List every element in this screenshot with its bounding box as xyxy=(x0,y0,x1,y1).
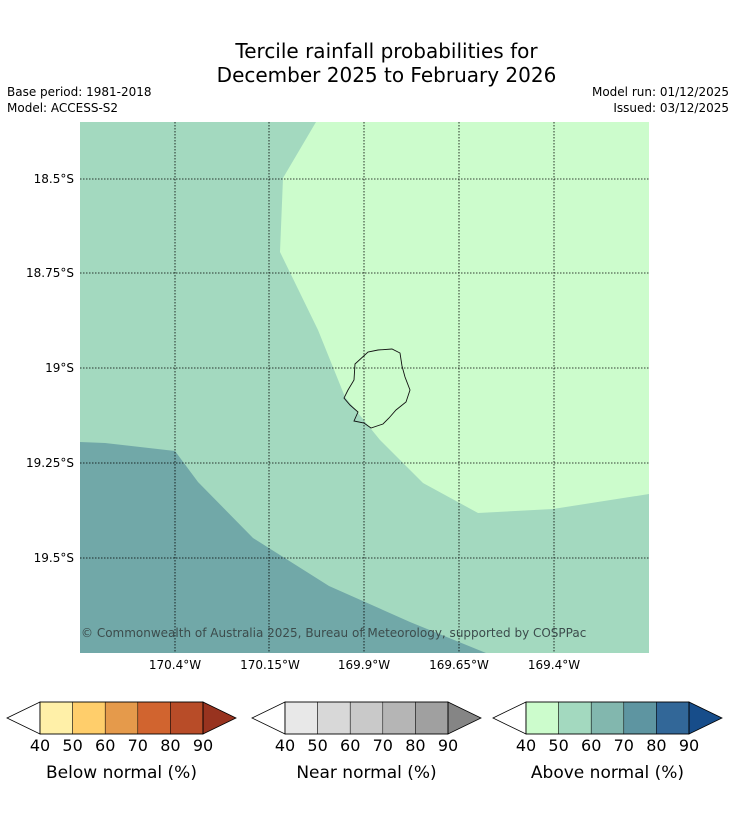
colorbar-segment xyxy=(558,701,592,735)
colorbar-outline xyxy=(39,701,204,735)
colorbar-min-extension xyxy=(251,701,286,735)
colorbar-segment xyxy=(656,701,690,735)
copyright-notice: © Commonwealth of Australia 2025, Bureau… xyxy=(81,626,586,640)
colorbar-min-extension xyxy=(6,701,41,735)
region-above-60 xyxy=(80,442,486,653)
colorbar-tick-label: 40 xyxy=(30,736,50,755)
latitude-labels: 18.5°S 18.75°S 19°S 19.25°S 19.5°S xyxy=(26,172,74,565)
colorbar-tick-label: 90 xyxy=(193,736,213,755)
colorbar-tick-label: 90 xyxy=(679,736,699,755)
colorbar-tick-label: 70 xyxy=(373,736,393,755)
colorbar-segment xyxy=(349,701,384,735)
lon-label: 169.9°W xyxy=(338,658,390,672)
colorbar-title: Above normal (%) xyxy=(531,763,684,783)
colorbar-tick-label: 90 xyxy=(438,736,458,755)
lat-label: 18.5°S xyxy=(34,172,74,186)
colorbar-outline xyxy=(284,701,449,735)
colorbar-1: 40 50 60 70 80 90 Below normal (%) xyxy=(6,701,237,783)
colorbar-tick-label: 40 xyxy=(516,736,536,755)
colorbar-segment xyxy=(284,701,318,735)
region-above-40 xyxy=(280,122,649,513)
longitude-labels: 170.4°W 170.15°W 169.9°W 169.65°W 169.4°… xyxy=(149,658,580,672)
lat-label: 19.25°S xyxy=(26,456,74,470)
lon-label: 170.15°W xyxy=(240,658,300,672)
lon-label: 170.4°W xyxy=(149,658,201,672)
map-title-line-1: Tercile rainfall probabilities for xyxy=(235,39,538,63)
colorbar-segment xyxy=(137,701,171,735)
colorbar-tick-label: 40 xyxy=(275,736,295,755)
colorbar-tick-label: 60 xyxy=(581,736,601,755)
colorbar-tick-label: 60 xyxy=(95,736,115,755)
colorbar-title: Below normal (%) xyxy=(46,763,197,783)
map-panel: © Commonwealth of Australia 2025, Bureau… xyxy=(80,122,649,653)
colorbar-title: Near normal (%) xyxy=(296,763,436,783)
model-run: Model run: 01/12/2025 xyxy=(591,85,729,99)
graticule xyxy=(80,122,649,653)
colorbar-segment xyxy=(317,701,351,735)
base-period: Base period: 1981-2018 xyxy=(7,85,152,99)
colorbar-max-extension xyxy=(447,701,482,735)
colorbar-segment xyxy=(39,701,73,735)
colorbar-tick-label: 70 xyxy=(128,736,148,755)
colorbar-segment xyxy=(170,701,204,735)
colorbar-max-extension xyxy=(688,701,723,735)
colorbar-tick-label: 80 xyxy=(405,736,425,755)
lon-label: 169.65°W xyxy=(429,658,489,672)
lon-label: 169.4°W xyxy=(528,658,580,672)
colorbar-segment xyxy=(623,701,657,735)
lat-label: 19°S xyxy=(45,361,74,375)
colorbar-segment xyxy=(590,701,625,735)
lat-label: 18.75°S xyxy=(26,266,74,280)
colorbar-segment xyxy=(104,701,139,735)
colorbar-segment xyxy=(382,701,416,735)
colorbar-3: 40 50 60 70 80 90 Above normal (%) xyxy=(492,701,723,783)
map-title-line-2: December 2025 to February 2026 xyxy=(216,63,557,87)
lat-label: 19.5°S xyxy=(34,551,74,565)
colorbar-tick-label: 80 xyxy=(160,736,180,755)
colorbar-segment xyxy=(72,701,106,735)
colorbar-tick-label: 50 xyxy=(307,736,327,755)
colorbar-tick-label: 70 xyxy=(614,736,634,755)
colorbar-segment xyxy=(525,701,559,735)
issued-date: Issued: 03/12/2025 xyxy=(613,101,729,115)
colorbar-max-extension xyxy=(202,701,237,735)
legend-group: 40 50 60 70 80 90 Below normal (%) 40 50 60 70 80 90… xyxy=(6,701,723,783)
model-name: Model: ACCESS-S2 xyxy=(7,101,119,115)
colorbar-outline xyxy=(525,701,690,735)
colorbar-tick-label: 50 xyxy=(62,736,82,755)
island-coastline xyxy=(343,348,411,429)
colorbar-tick-label: 50 xyxy=(548,736,568,755)
colorbar-tick-label: 80 xyxy=(646,736,666,755)
colorbar-tick-label: 60 xyxy=(340,736,360,755)
colorbar-min-extension xyxy=(492,701,527,735)
colorbar-segment xyxy=(415,701,449,735)
